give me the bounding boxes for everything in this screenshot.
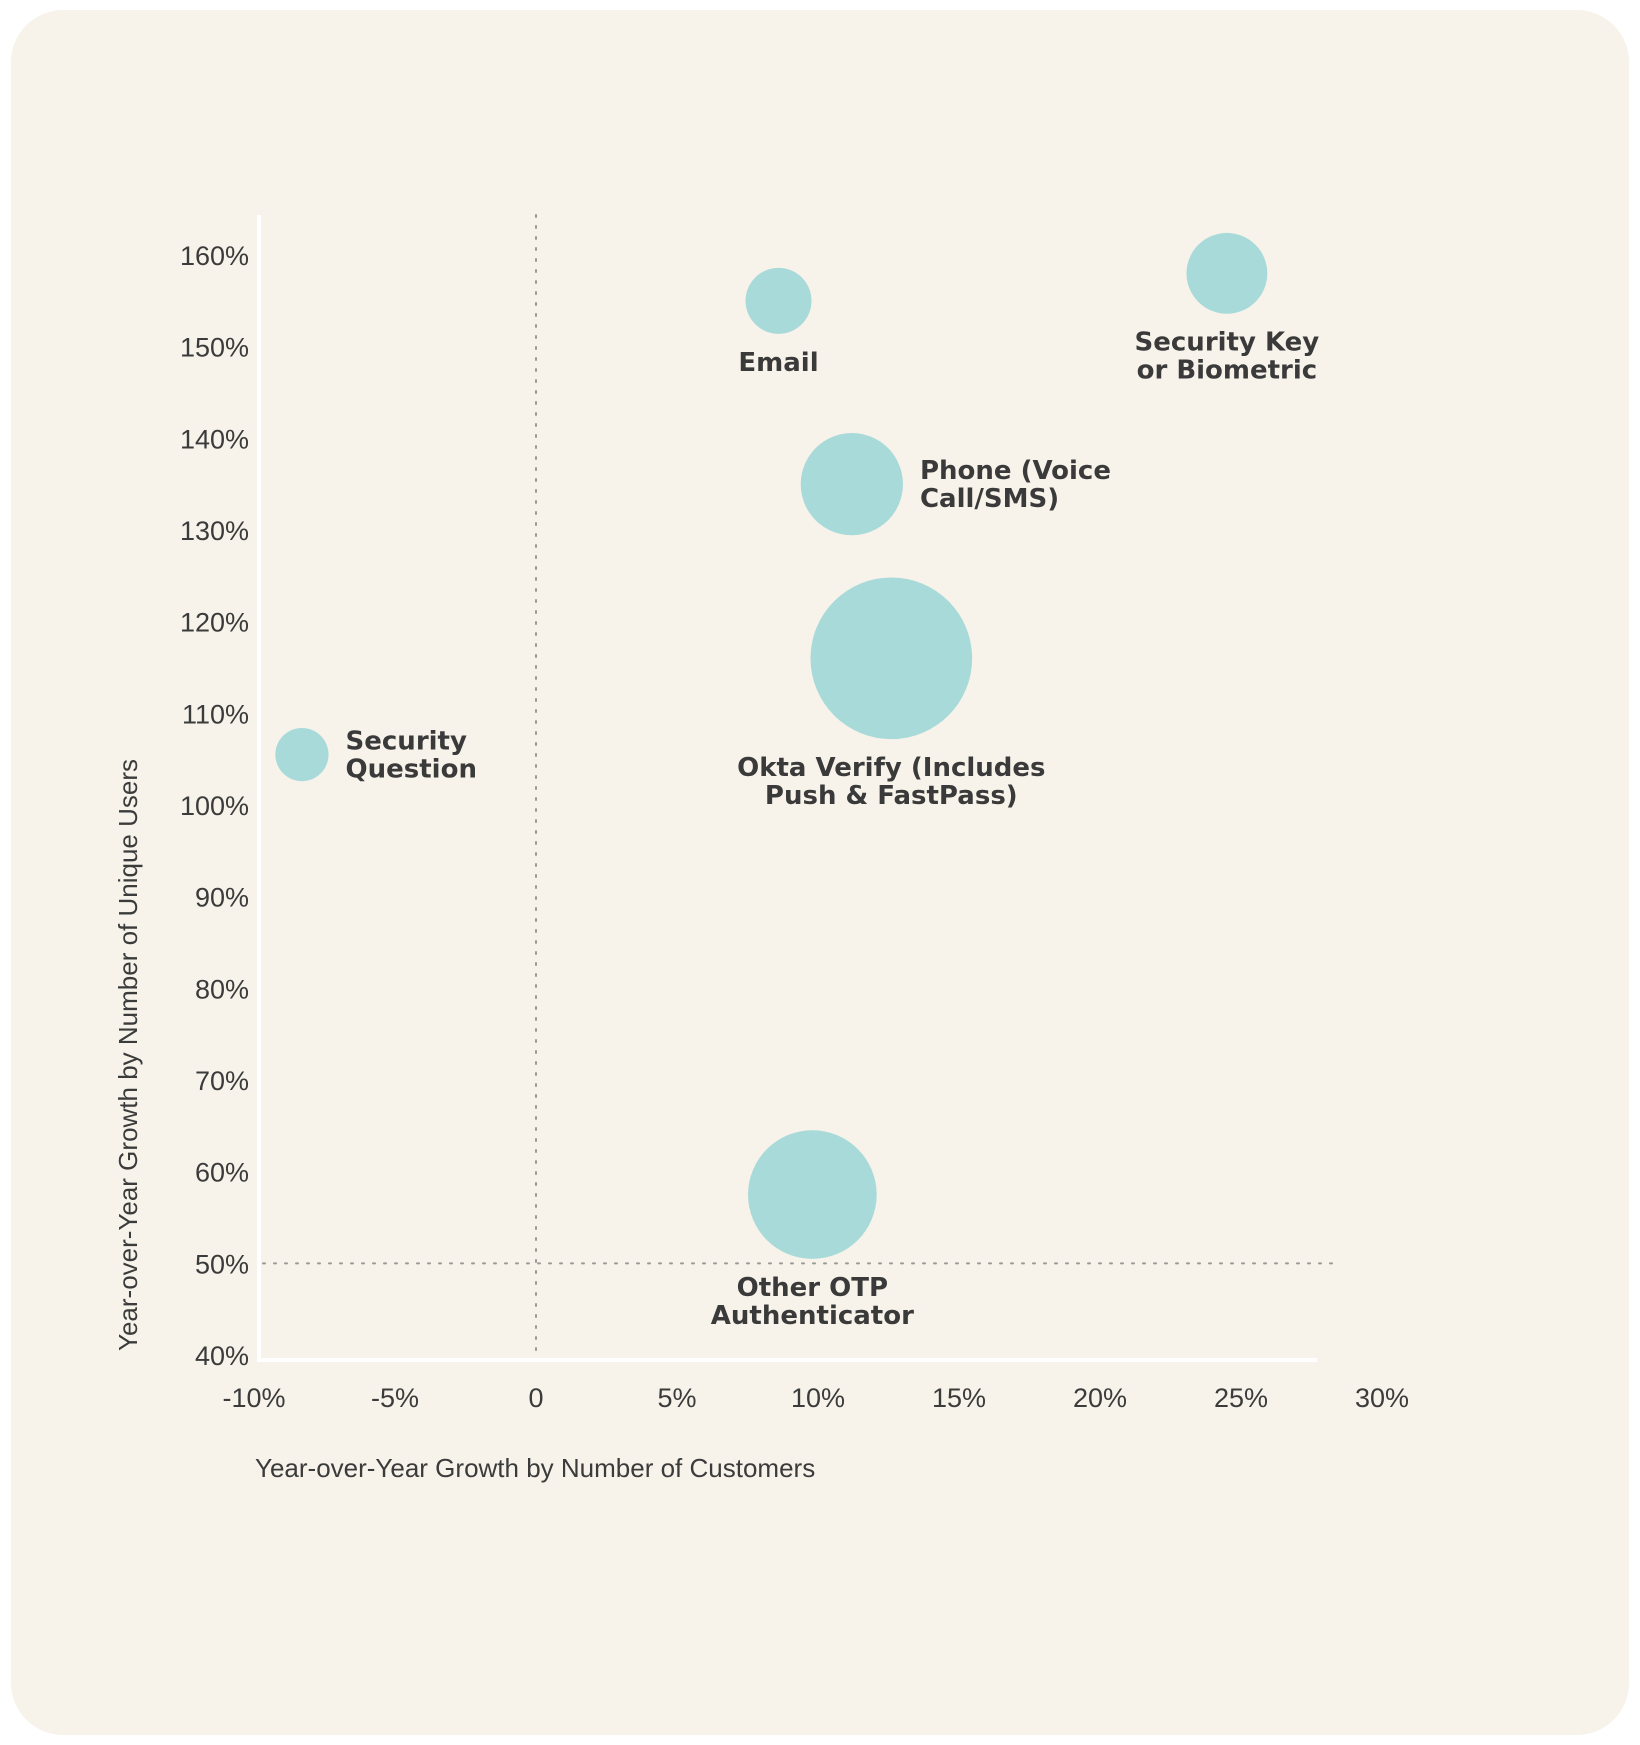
x-tick-label: -5% — [371, 1383, 419, 1413]
label-phone-voice-call-sms: Phone (Voice Call/SMS) — [920, 456, 1111, 514]
y-tick-label: 140% — [180, 424, 249, 454]
y-tick-label: 70% — [195, 1066, 249, 1096]
label-security-key-or-biometric: Security Key or Biometric — [1135, 328, 1320, 386]
y-tick-label: 40% — [195, 1341, 249, 1371]
label-email: Email — [738, 348, 818, 378]
reference-lines — [262, 214, 1333, 1351]
x-tick-label: 0 — [528, 1383, 543, 1413]
bubble-chart: -10% -5% 0 5% 10% 15% 20% 25% 30% 40% 50% 60% 70% 80… — [113, 214, 1409, 1483]
bubble-email — [745, 267, 812, 334]
y-tick-label: 60% — [195, 1158, 249, 1188]
bubble-okta-verify-includes-push-fastpass — [810, 577, 973, 740]
y-axis-ticks: 40% 50% 60% 70% 80% 90% 100% 110% 120% 130% 140% 15… — [180, 241, 249, 1371]
x-tick-label: 20% — [1073, 1383, 1127, 1413]
x-axis-title: Year-over-Year Growth by Number of Custo… — [255, 1453, 815, 1483]
label-other-otp-authenticator: Other OTP Authenticator — [711, 1273, 914, 1331]
chart-card: -10% -5% 0 5% 10% 15% 20% 25% 30% 40% 50% 60% 70% 80… — [11, 10, 1629, 1735]
bubble-security-key-or-biometric — [1186, 232, 1268, 314]
y-tick-label: 150% — [180, 333, 249, 363]
x-tick-label: 15% — [932, 1383, 986, 1413]
y-tick-label: 50% — [195, 1249, 249, 1279]
x-tick-label: 25% — [1214, 1383, 1268, 1413]
y-tick-label: 120% — [180, 608, 249, 638]
y-tick-label: 90% — [195, 883, 249, 913]
axes — [257, 215, 1317, 1362]
bubble-other-otp-authenticator — [748, 1130, 877, 1259]
y-tick-label: 130% — [180, 516, 249, 546]
bubble-security-question — [275, 727, 329, 782]
y-axis-title: Year-over-Year Growth by Number of Uniqu… — [113, 759, 143, 1351]
bubbles — [275, 232, 1268, 1259]
x-tick-label: 30% — [1355, 1383, 1409, 1413]
x-axis-ticks: -10% -5% 0 5% 10% 15% 20% 25% 30% — [222, 1383, 1409, 1413]
y-tick-label: 80% — [195, 974, 249, 1004]
x-tick-label: 5% — [657, 1383, 696, 1413]
y-tick-label: 160% — [180, 241, 249, 271]
label-okta-verify-includes-push-fastpass: Okta Verify (Includes Push & FastPass) — [737, 753, 1045, 811]
x-tick-label: 10% — [791, 1383, 845, 1413]
bubble-labels: Email Security Key or Biometric Phone (Voic… — [346, 328, 1320, 1331]
y-tick-label: 110% — [182, 699, 249, 729]
y-tick-label: 100% — [180, 791, 249, 821]
bubble-phone-voice-call-sms — [800, 433, 903, 536]
x-tick-label: -10% — [222, 1383, 285, 1413]
label-security-question: Security Question — [346, 727, 477, 785]
